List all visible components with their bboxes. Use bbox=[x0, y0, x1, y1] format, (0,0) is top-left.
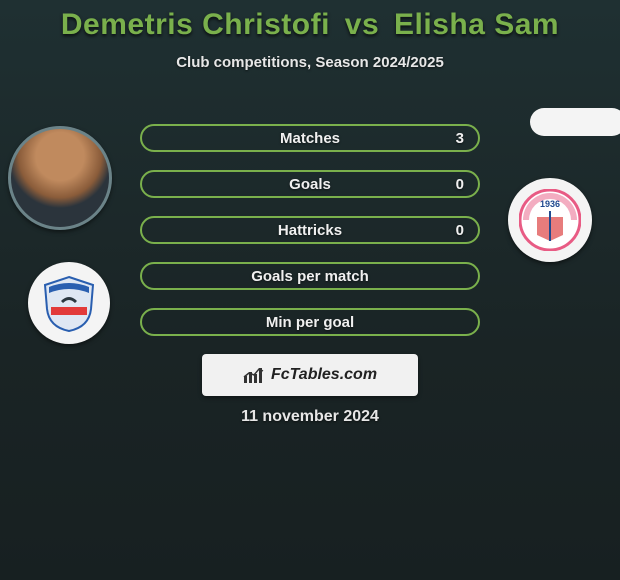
shield-icon bbox=[39, 273, 99, 333]
player2-name: Elisha Sam bbox=[394, 8, 559, 41]
title-separator: vs bbox=[345, 8, 379, 41]
stat-row: Hattricks0 bbox=[140, 216, 480, 244]
bar-chart-icon bbox=[243, 366, 265, 384]
player1-club-logo bbox=[28, 262, 110, 344]
stats-table: Matches3 Goals0 Hattricks0 Goals per match M… bbox=[140, 124, 480, 354]
stat-label: Goals bbox=[142, 176, 478, 193]
club-badge-icon: 1936 bbox=[519, 189, 581, 251]
player1-name: Demetris Christofi bbox=[61, 8, 330, 41]
stat-label: Goals per match bbox=[142, 268, 478, 285]
stat-row: Goals0 bbox=[140, 170, 480, 198]
subtitle: Club competitions, Season 2024/2025 bbox=[0, 54, 620, 71]
badge-year: 1936 bbox=[540, 199, 560, 209]
source-badge: FcTables.com bbox=[202, 354, 418, 396]
source-badge-label: FcTables.com bbox=[271, 366, 377, 384]
stat-label: Matches bbox=[142, 130, 478, 147]
player1-avatar bbox=[8, 126, 112, 230]
stat-row: Matches3 bbox=[140, 124, 480, 152]
stat-label: Hattricks bbox=[142, 222, 478, 239]
stat-label: Min per goal bbox=[142, 314, 478, 331]
stat-row: Min per goal bbox=[140, 308, 480, 336]
player2-club-logo: 1936 bbox=[508, 178, 592, 262]
page-title: Demetris Christofi vs Elisha Sam bbox=[0, 0, 620, 42]
date: 11 november 2024 bbox=[0, 408, 620, 426]
player2-avatar bbox=[530, 108, 620, 136]
stat-row: Goals per match bbox=[140, 262, 480, 290]
